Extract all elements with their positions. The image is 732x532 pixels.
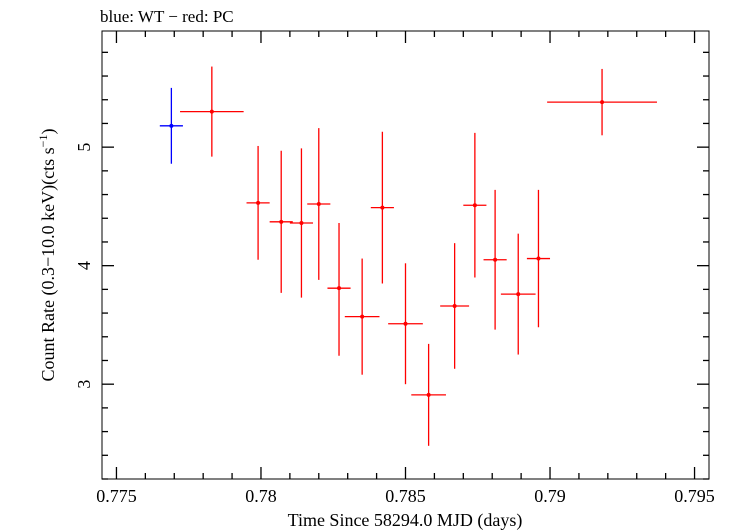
data-point: [269, 150, 293, 293]
data-point-marker: [209, 109, 214, 114]
data-point-marker: [403, 321, 408, 326]
y-axis-label-exponent: −1: [36, 135, 50, 148]
y-axis-label-end: ): [38, 129, 59, 135]
y-tick-label: 3: [74, 380, 94, 389]
x-tick-label: 0.78: [245, 486, 277, 506]
data-point: [327, 223, 351, 356]
data-point: [307, 128, 331, 280]
y-axis-label: Count Rate (0.3−10.0 keV)(cts s−1): [36, 129, 59, 382]
data-point-marker: [299, 221, 304, 225]
plot-frame: [101, 30, 710, 480]
data-point: [463, 132, 487, 278]
data-point: [483, 189, 507, 330]
chart-title: blue: WT − red: PC: [100, 7, 234, 26]
data-point-marker: [600, 100, 605, 105]
y-tick-label: 5: [74, 143, 94, 152]
y-tick-label: 4: [74, 261, 94, 270]
data-point-marker: [169, 123, 174, 128]
data-point: [526, 189, 551, 328]
data-point: [411, 343, 446, 446]
data-point-marker: [536, 256, 541, 261]
data-point: [289, 148, 314, 298]
data-point-marker: [380, 205, 385, 210]
x-tick-label: 0.785: [385, 486, 426, 506]
data-point: [246, 145, 270, 260]
data-point: [547, 68, 657, 136]
data-point: [344, 258, 380, 375]
x-tick-label: 0.775: [96, 486, 137, 506]
x-axis-label: Time Since 58294.0 MJD (days): [288, 510, 523, 531]
y-axis-label-main: Count Rate (0.3−10.0 keV)(cts s: [38, 147, 59, 381]
data-point: [500, 233, 536, 355]
data-point: [388, 263, 423, 385]
x-tick-label: 0.795: [674, 486, 715, 506]
x-axis: 0.775 0.78 0.785 0.79 0.795: [96, 31, 715, 506]
data-point: [370, 131, 394, 284]
data-point-marker: [426, 392, 431, 397]
data-point: [180, 66, 244, 157]
data-point: [159, 87, 183, 164]
y-axis: 3 4 5: [74, 51, 709, 480]
data-point-marker: [316, 202, 321, 207]
data-points: [159, 66, 657, 446]
data-point-marker: [452, 303, 457, 308]
data-point-marker: [493, 257, 498, 262]
x-tick-label: 0.79: [534, 486, 566, 506]
data-point-marker: [337, 286, 342, 291]
data-point-marker: [516, 292, 521, 297]
data-point-marker: [279, 219, 284, 224]
data-point: [440, 243, 470, 369]
data-point-marker: [256, 200, 261, 205]
data-point-marker: [472, 203, 477, 208]
data-point-marker: [360, 314, 365, 319]
